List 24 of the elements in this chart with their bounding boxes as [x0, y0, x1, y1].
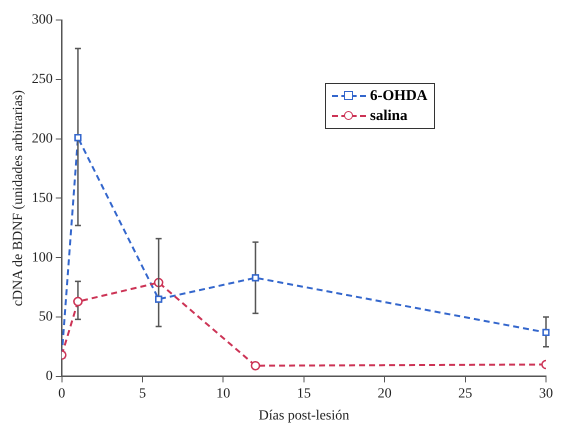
y-tick-label: 100	[32, 250, 53, 266]
point	[252, 274, 260, 282]
point	[74, 134, 82, 142]
y-tick-label: 200	[32, 131, 53, 146]
y-axis-title: cDNA de BDNF (unidades arbitrarias)	[11, 90, 26, 306]
x-tick-label: 30	[539, 386, 553, 402]
x-tick-label: 20	[378, 386, 392, 402]
y-tick-label: 0	[46, 369, 53, 384]
x-axis-title: Días post-lesión	[258, 408, 350, 424]
point	[73, 296, 83, 306]
y-tick-label: 300	[32, 12, 53, 28]
point	[250, 360, 260, 370]
point	[155, 296, 162, 303]
x-tick-label: 15	[296, 386, 311, 402]
point	[542, 328, 550, 336]
legend-label: salina	[370, 108, 408, 124]
x-tick-label: 5	[139, 386, 146, 402]
y-tick-label: 150	[32, 190, 53, 206]
x-tick-label: 25	[458, 386, 472, 402]
legend-label: 6-OHDA	[370, 88, 428, 104]
x-tick-label: 10	[216, 386, 230, 402]
x-tick-label: 0	[58, 386, 66, 402]
y-tick-label: 250	[32, 72, 53, 88]
y-tick-label: 50	[38, 310, 53, 325]
